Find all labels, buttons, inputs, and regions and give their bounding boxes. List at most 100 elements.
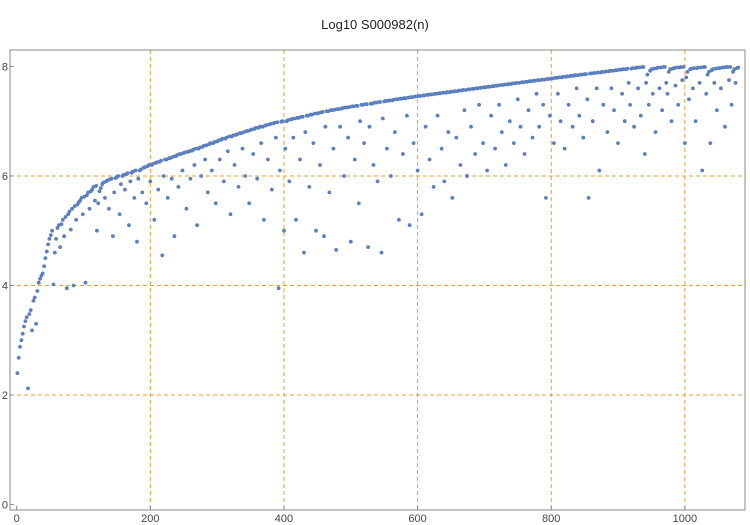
data-point — [209, 168, 214, 173]
data-point — [205, 190, 210, 195]
data-point — [126, 223, 131, 228]
data-point — [557, 75, 562, 80]
data-point — [51, 282, 56, 287]
data-point — [28, 308, 33, 312]
data-point — [334, 248, 338, 252]
data-point — [22, 324, 26, 329]
data-point — [93, 198, 97, 203]
data-point — [562, 146, 567, 151]
data-point — [356, 201, 361, 206]
data-point — [628, 102, 632, 107]
data-point — [616, 141, 620, 146]
data-point — [228, 212, 233, 217]
data-point — [236, 185, 241, 189]
data-point — [128, 179, 133, 184]
data-point — [569, 73, 574, 78]
data-point — [35, 289, 40, 293]
data-point — [364, 102, 369, 107]
data-point — [674, 65, 679, 70]
data-point — [74, 217, 78, 222]
data-point — [342, 174, 346, 178]
data-point — [485, 168, 489, 173]
data-point — [681, 65, 686, 69]
data-point — [660, 108, 664, 113]
data-point — [320, 110, 325, 114]
y-tick-label-8: 8 — [2, 61, 8, 73]
data-point — [493, 146, 497, 151]
data-point — [522, 152, 527, 156]
data-point — [441, 90, 445, 95]
data-point — [159, 158, 163, 163]
data-point — [642, 152, 647, 156]
data-point — [691, 86, 695, 91]
data-point — [503, 163, 508, 167]
data-point — [378, 100, 383, 104]
data-point — [558, 119, 563, 124]
data-point — [634, 65, 639, 70]
data-point — [50, 228, 54, 233]
data-point — [18, 344, 22, 349]
data-point — [566, 102, 571, 107]
data-point — [727, 78, 731, 82]
data-point — [725, 65, 730, 69]
data-point — [266, 157, 270, 162]
data-point — [63, 215, 68, 219]
data-point — [387, 98, 392, 103]
data-point — [19, 338, 24, 343]
data-point — [366, 245, 370, 250]
data-point — [135, 239, 139, 244]
data-point — [282, 228, 286, 233]
data-point — [502, 82, 507, 87]
data-point — [526, 108, 531, 113]
data-point — [515, 97, 520, 102]
data-point — [355, 104, 360, 108]
data-point — [680, 78, 685, 82]
data-point — [300, 114, 305, 119]
data-point — [307, 185, 312, 189]
data-point — [180, 168, 185, 173]
data-point — [55, 226, 60, 230]
data-point — [657, 86, 662, 91]
data-point — [255, 176, 260, 181]
data-point — [60, 217, 65, 222]
data-point — [676, 102, 681, 107]
data-point — [477, 102, 481, 107]
data-point — [530, 135, 535, 140]
data-point — [62, 234, 66, 239]
data-point — [72, 204, 77, 209]
data-point — [450, 196, 455, 200]
data-point — [489, 113, 493, 118]
data-point — [646, 102, 651, 107]
data-point — [664, 81, 669, 85]
data-point — [148, 179, 153, 184]
data-point — [507, 119, 512, 124]
data-point — [449, 89, 453, 94]
data-point — [119, 182, 123, 187]
data-point — [259, 141, 264, 146]
x-tick-label-400: 400 — [275, 513, 293, 525]
data-point — [715, 108, 719, 113]
data-point — [383, 99, 388, 103]
data-point — [193, 146, 198, 151]
data-point — [586, 196, 591, 200]
data-point — [66, 212, 70, 217]
data-point — [346, 135, 350, 140]
data-point — [71, 283, 76, 288]
data-point — [683, 141, 687, 146]
data-point — [24, 315, 29, 320]
data-point — [407, 223, 412, 228]
data-point — [723, 124, 727, 129]
data-point — [136, 176, 141, 181]
data-point — [574, 86, 579, 91]
data-point — [712, 81, 717, 85]
data-point — [47, 237, 52, 241]
data-point — [458, 163, 463, 167]
data-point — [644, 81, 648, 85]
data-point — [192, 163, 197, 167]
data-point — [622, 119, 627, 124]
data-point — [548, 113, 552, 118]
data-point — [95, 228, 99, 233]
data-point — [59, 222, 64, 227]
data-point — [552, 141, 556, 146]
data-point — [68, 227, 73, 232]
